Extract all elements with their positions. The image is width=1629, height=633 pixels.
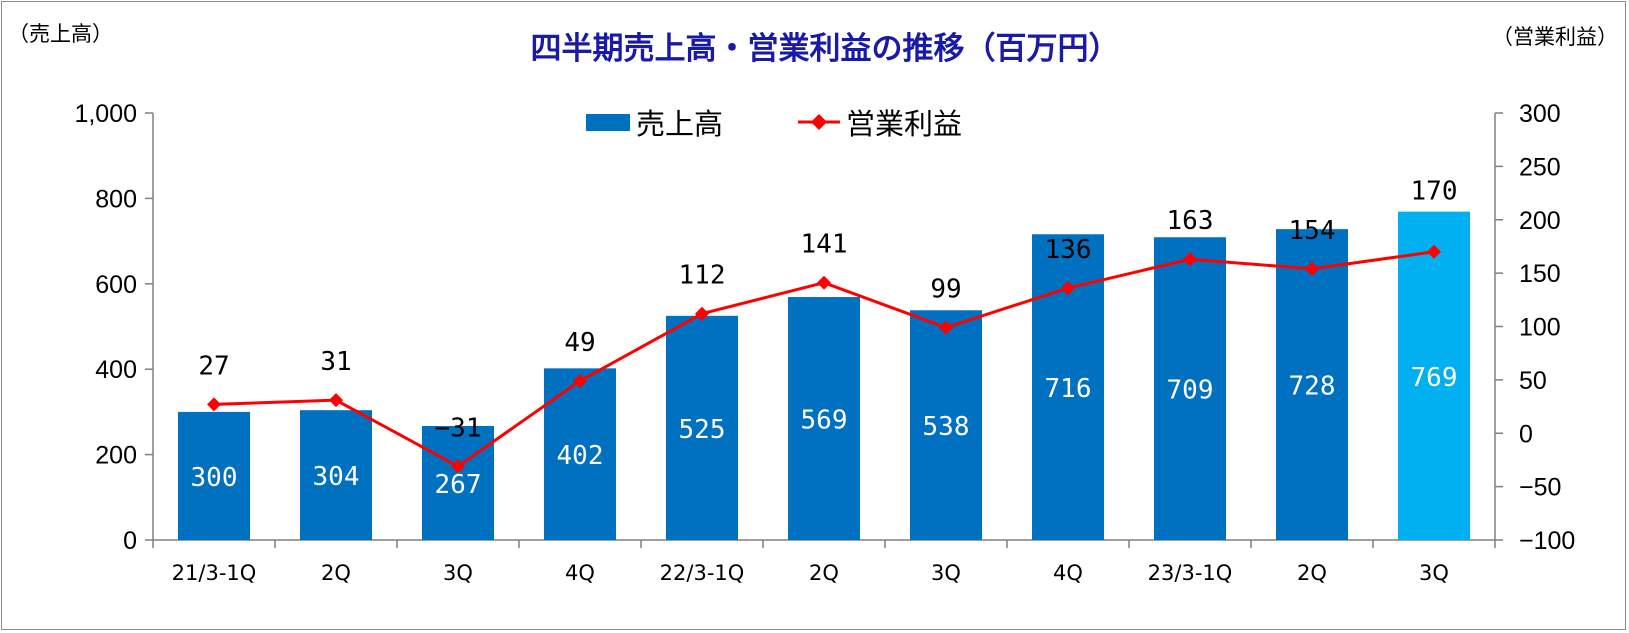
profit-data-label: −31 <box>435 413 482 443</box>
left-axis-tick-label: 0 <box>123 527 137 555</box>
chart-title: 四半期売上高・営業利益の推移（百万円） <box>531 31 1120 67</box>
right-axis-tick-label: 300 <box>1519 100 1561 128</box>
profit-data-label: 141 <box>801 230 848 260</box>
sales-data-label: 538 <box>923 412 970 442</box>
sales-data-label: 525 <box>679 415 726 445</box>
right-axis-tick-label: −50 <box>1519 474 1561 502</box>
profit-marker <box>1061 281 1075 296</box>
profit-data-label: 136 <box>1045 235 1092 265</box>
right-axis-tick-label: −100 <box>1519 527 1575 555</box>
right-axis-tick-label: 250 <box>1519 153 1561 181</box>
x-axis-category-label: 2Q <box>1297 561 1327 585</box>
left-axis-tick-label: 400 <box>95 356 137 384</box>
sales-data-label: 300 <box>191 463 238 493</box>
profit-marker <box>695 306 709 321</box>
sales-bar <box>910 310 982 540</box>
x-axis-category-label: 4Q <box>565 561 595 585</box>
profit-marker <box>1305 261 1319 276</box>
profit-data-label: 99 <box>930 275 961 305</box>
right-axis-tick-label: 200 <box>1519 207 1561 235</box>
sales-data-label: 569 <box>801 406 848 436</box>
sales-bar <box>1154 237 1226 540</box>
sales-data-label: 304 <box>313 462 360 492</box>
sales-data-label: 716 <box>1045 374 1092 404</box>
right-axis-tick-label: 50 <box>1519 367 1547 395</box>
sales-data-label: 728 <box>1289 372 1336 402</box>
profit-data-label: 170 <box>1411 177 1458 207</box>
x-axis-category-label: 4Q <box>1053 561 1083 585</box>
profit-marker <box>817 275 831 290</box>
profit-data-label: 31 <box>320 347 351 377</box>
left-axis-tick-label: 800 <box>95 185 137 213</box>
profit-marker <box>451 459 465 474</box>
sales-bar <box>1398 211 1470 540</box>
left-axis-tick-label: 200 <box>95 442 137 470</box>
profit-data-label: 27 <box>198 351 229 381</box>
profit-marker <box>1183 252 1197 267</box>
sales-data-label: 267 <box>435 470 482 500</box>
profit-data-label: 163 <box>1167 206 1214 236</box>
profit-line-group <box>207 244 1441 474</box>
sales-bar <box>788 297 860 540</box>
axes: 0 200 400 600 800 1,000 −100 −50 0 50 100 150 200 250… <box>74 100 1575 585</box>
profit-data-label: 154 <box>1289 216 1336 246</box>
x-axis-category-label: 2Q <box>809 561 839 585</box>
x-axis-category-label: 2Q <box>321 561 351 585</box>
x-axis-category-label: 23/3-1Q <box>1148 561 1233 585</box>
x-axis-category-label: 3Q <box>931 561 961 585</box>
legend-label-sales: 売上高 <box>636 107 723 141</box>
sales-bar <box>300 410 372 540</box>
sales-data-label: 402 <box>557 441 604 471</box>
left-axis-tick-label: 600 <box>95 271 137 299</box>
profit-marker <box>329 393 343 408</box>
sales-bar <box>1276 229 1348 541</box>
left-axis-unit: （売上高） <box>8 22 113 46</box>
bars <box>178 211 1470 541</box>
data-labels: 300 304 267 402 525 569 538 716 709 728 769 27 31 −31… <box>191 177 1458 500</box>
right-axis-tick-label: 100 <box>1519 314 1561 342</box>
profit-data-label: 49 <box>564 328 595 358</box>
left-axis-tick-label: 1,000 <box>74 100 137 128</box>
legend-label-profit: 営業利益 <box>846 107 962 141</box>
profit-data-label: 112 <box>679 261 726 291</box>
x-axis-category-label: 22/3-1Q <box>660 561 745 585</box>
legend-swatch-sales <box>586 114 630 131</box>
sales-bar <box>422 425 494 540</box>
x-axis-category-label: 21/3-1Q <box>172 561 257 585</box>
sales-data-label: 709 <box>1167 376 1214 406</box>
profit-marker <box>207 397 221 412</box>
right-axis-tick-label: 0 <box>1519 420 1533 448</box>
legend: 売上高 営業利益 <box>586 107 962 141</box>
profit-marker <box>1427 244 1441 259</box>
x-axis-category-label: 3Q <box>443 561 473 585</box>
sales-bar <box>178 411 250 540</box>
right-axis-unit: （営業利益） <box>1492 25 1618 49</box>
profit-marker <box>939 320 953 335</box>
profit-marker <box>573 373 587 388</box>
legend-swatch-profit-marker <box>811 114 827 130</box>
sales-bar <box>666 315 738 540</box>
right-axis-tick-label: 150 <box>1519 260 1561 288</box>
sales-data-label: 769 <box>1411 363 1458 393</box>
x-axis-category-label: 3Q <box>1419 561 1449 585</box>
